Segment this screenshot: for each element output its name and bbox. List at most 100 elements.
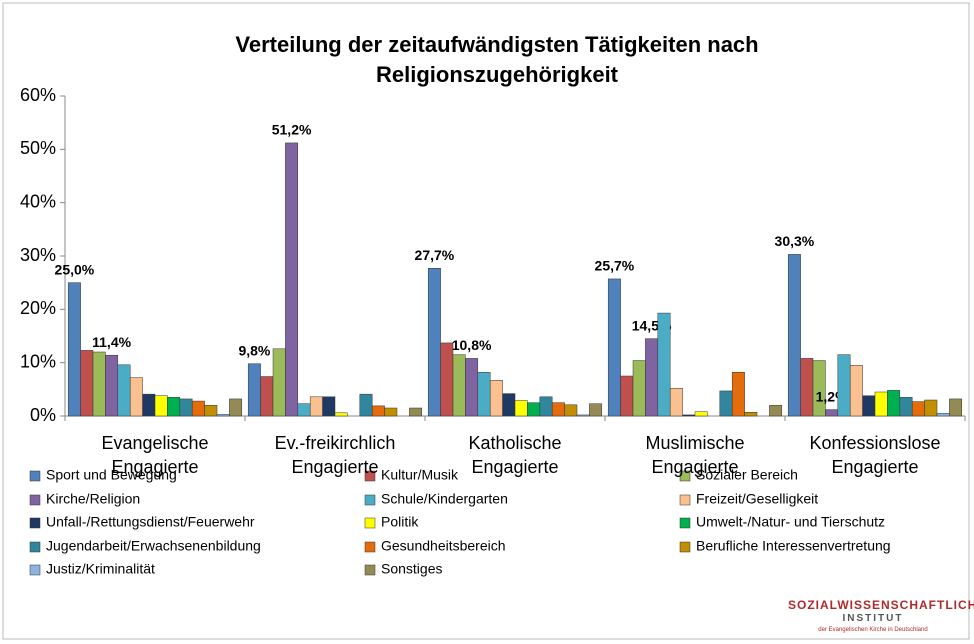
- x-tick-label: Konfessionslose Engagierte: [809, 433, 941, 477]
- bar: [874, 391, 888, 417]
- bar: [154, 395, 168, 417]
- logo-line: INSTITUT: [842, 613, 904, 624]
- bar: [105, 354, 119, 417]
- legend-label: Freizeit/Geselligkeit: [696, 491, 818, 507]
- legend-swatch: [679, 541, 691, 553]
- legend-label: Justiz/Kriminalität: [46, 561, 155, 577]
- bar: [216, 414, 230, 417]
- bar: [607, 278, 621, 417]
- legend-label: Politik: [381, 514, 419, 530]
- data-label: 27,7%: [415, 247, 455, 263]
- bar: [719, 390, 733, 417]
- bar: [247, 363, 261, 417]
- bar: [272, 348, 286, 417]
- bar: [527, 402, 541, 417]
- y-tick-label: 30%: [20, 245, 56, 265]
- bar: [564, 404, 578, 417]
- legend-label: Sozialer Bereich: [696, 467, 798, 483]
- bar: [825, 409, 839, 417]
- data-label: 51,2%: [272, 122, 312, 138]
- bar: [731, 372, 745, 417]
- legend-label: Schule/Kindergarten: [381, 491, 508, 507]
- data-label: 25,0%: [55, 261, 95, 277]
- legend-label: Kirche/Religion: [46, 491, 140, 507]
- bar: [911, 401, 925, 417]
- bar: [452, 354, 466, 417]
- y-tick-label: 20%: [20, 298, 56, 318]
- bar: [440, 342, 454, 417]
- bar: [167, 397, 181, 417]
- x-tick-label: Ev.-freikirchlich Engagierte: [274, 433, 396, 477]
- bar: [322, 396, 336, 417]
- legend-swatch: [29, 564, 41, 576]
- bar: [229, 398, 243, 417]
- y-tick-label: 40%: [20, 191, 56, 211]
- legend-label: Gesundheitsbereich: [381, 538, 506, 554]
- bar: [936, 413, 950, 417]
- bar: [949, 398, 963, 417]
- data-label: 9,8%: [238, 342, 270, 358]
- legend-label: Sonstiges: [381, 561, 442, 577]
- bar: [620, 375, 634, 417]
- legend-label: Unfall-/Rettungsdienst/Feuerwehr: [46, 514, 255, 530]
- bar: [309, 396, 323, 417]
- legend-swatch: [364, 541, 376, 553]
- data-label: 25,7%: [595, 258, 635, 274]
- bar: [800, 358, 814, 417]
- bar: [849, 365, 863, 417]
- bar: [334, 412, 348, 417]
- legend-swatch: [29, 470, 41, 482]
- bar: [191, 400, 205, 417]
- data-label: 11,4%: [92, 334, 131, 350]
- bar: [682, 414, 696, 417]
- bar: [427, 268, 441, 417]
- logo-line: der Evangelischen Kirche in Deutschland: [818, 627, 928, 633]
- legend-swatch: [29, 541, 41, 553]
- legend-swatch: [679, 494, 691, 506]
- legend-label: Jugendarbeit/Erwachsenenbildung: [46, 538, 261, 554]
- y-tick-label: 10%: [20, 351, 56, 371]
- y-tick-label: 0%: [30, 405, 56, 425]
- bar: [551, 402, 565, 417]
- bar: [465, 358, 479, 417]
- bar: [899, 397, 913, 417]
- bar: [769, 405, 783, 417]
- bar: [632, 360, 646, 417]
- bar: [657, 312, 671, 417]
- x-tick-label: Katholische Engagierte: [468, 433, 562, 477]
- bar: [92, 351, 106, 417]
- legend-swatch: [364, 470, 376, 482]
- bar: [129, 377, 143, 417]
- bar: [371, 405, 385, 417]
- bar: [576, 414, 590, 417]
- x-tick-label: Evangelische Engagierte: [101, 433, 209, 477]
- bar: [285, 142, 299, 417]
- legend-swatch: [29, 517, 41, 529]
- bar: [117, 364, 131, 417]
- legend-label: Kultur/Musik: [381, 467, 459, 483]
- legend-swatch: [364, 517, 376, 529]
- y-tick-label: 60%: [20, 85, 56, 105]
- bar: [204, 405, 218, 417]
- legend-label: Berufliche Interessenvertretung: [696, 538, 891, 554]
- bar: [514, 400, 528, 417]
- bar: [297, 403, 311, 417]
- legend-label: Umwelt-/Natur- und Tierschutz: [696, 514, 885, 530]
- bar: [862, 395, 876, 417]
- bar: [502, 393, 516, 417]
- bar: [67, 282, 81, 417]
- legend-label: Sport und Bewegung: [46, 467, 177, 483]
- bar: [669, 388, 683, 417]
- y-tick-label: 50%: [20, 138, 56, 158]
- legend-swatch: [364, 494, 376, 506]
- legend-swatch: [679, 470, 691, 482]
- legend-swatch: [364, 564, 376, 576]
- legend-swatch: [29, 494, 41, 506]
- bar: [359, 393, 373, 417]
- x-tick-label: Muslimische Engagierte: [645, 433, 745, 477]
- bar: [812, 360, 826, 417]
- bar: [489, 380, 503, 417]
